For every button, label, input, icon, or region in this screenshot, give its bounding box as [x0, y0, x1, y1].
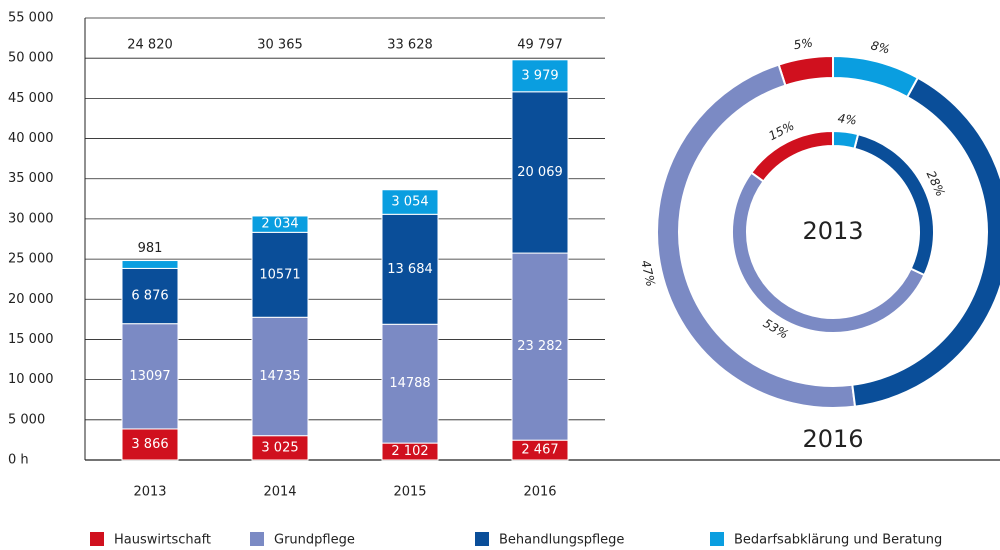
value-label: 10571: [259, 267, 300, 282]
value-label: 2 467: [521, 443, 558, 458]
legend-label: Hauswirtschaft: [114, 533, 211, 548]
donut-segment: [853, 132, 935, 277]
value-label: 23 282: [517, 339, 563, 354]
bar-segment: [251, 316, 309, 437]
bar-segment: [121, 267, 179, 325]
y-tick-label: 5 000: [8, 412, 45, 427]
y-tick-label: 25 000: [8, 252, 54, 267]
y-tick-label: 20 000: [8, 292, 54, 307]
value-label: 6 876: [131, 289, 168, 304]
inner-ring-label: 2013: [802, 217, 863, 245]
value-label: 20 069: [517, 165, 563, 180]
bar-segment: [251, 215, 309, 233]
donut-segment: [731, 171, 926, 334]
bar-segment: [511, 252, 569, 441]
value-label: 13097: [129, 369, 170, 384]
legend-swatch: [475, 532, 489, 546]
total-label: 33 628: [387, 38, 433, 53]
value-label: 13 684: [387, 262, 433, 277]
value-label: 14788: [389, 376, 430, 391]
legend-swatch: [250, 532, 264, 546]
bar-segment: [511, 91, 569, 254]
percent-label: 47%: [638, 259, 657, 288]
total-label: 49 797: [517, 38, 563, 53]
percent-label: 8%: [869, 38, 891, 56]
donut-segment: [832, 129, 860, 150]
percent-label: 5%: [793, 35, 814, 52]
value-label: 14735: [259, 369, 300, 384]
donut-segment: [832, 54, 920, 99]
bar-segment: [251, 435, 309, 461]
y-tick-label: 35 000: [8, 171, 54, 186]
legend-label: Behandlungspflege: [499, 533, 624, 548]
x-tick-label: 2013: [133, 485, 166, 500]
y-tick-label: 10 000: [8, 372, 54, 387]
y-tick-label: 0 h: [8, 453, 29, 468]
total-label: 30 365: [257, 38, 303, 53]
bar-segment: [381, 213, 439, 325]
bar-segment: [511, 59, 569, 93]
y-tick-label: 50 000: [8, 51, 54, 66]
value-label: 3 866: [131, 437, 168, 452]
total-label: 24 820: [127, 38, 173, 53]
percent-label: 4%: [837, 111, 858, 127]
x-tick-label: 2015: [393, 485, 426, 500]
value-label: 2 102: [391, 444, 428, 459]
bar-segment: [121, 260, 179, 269]
legend-swatch: [710, 532, 724, 546]
bar-segment: [121, 428, 179, 461]
x-tick-label: 2016: [523, 485, 556, 500]
y-tick-label: 40 000: [8, 131, 54, 146]
value-label: 3 054: [391, 195, 428, 210]
legend-label: Bedarfsabklärung und Beratung: [734, 533, 942, 548]
outer-ring-label: 2016: [802, 425, 863, 453]
y-tick-label: 30 000: [8, 211, 54, 226]
legend-swatch: [90, 532, 104, 546]
bar-segment: [381, 323, 439, 444]
value-label: 981: [138, 241, 163, 256]
donut-segment: [777, 54, 834, 87]
donut-segment: [749, 129, 834, 183]
value-label: 2 034: [261, 217, 298, 232]
bar-segment: [251, 231, 309, 318]
x-tick-label: 2014: [263, 485, 296, 500]
bar-segment: [381, 189, 439, 215]
y-tick-label: 15 000: [8, 332, 54, 347]
y-tick-label: 45 000: [8, 91, 54, 106]
legend-label: Grundpflege: [274, 533, 355, 548]
value-label: 3 025: [261, 440, 298, 455]
y-tick-label: 55 000: [8, 11, 54, 26]
bar-segment: [121, 323, 179, 430]
value-label: 3 979: [521, 68, 558, 83]
